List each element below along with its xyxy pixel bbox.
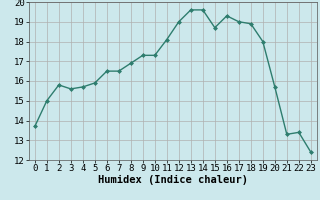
X-axis label: Humidex (Indice chaleur): Humidex (Indice chaleur) (98, 175, 248, 185)
